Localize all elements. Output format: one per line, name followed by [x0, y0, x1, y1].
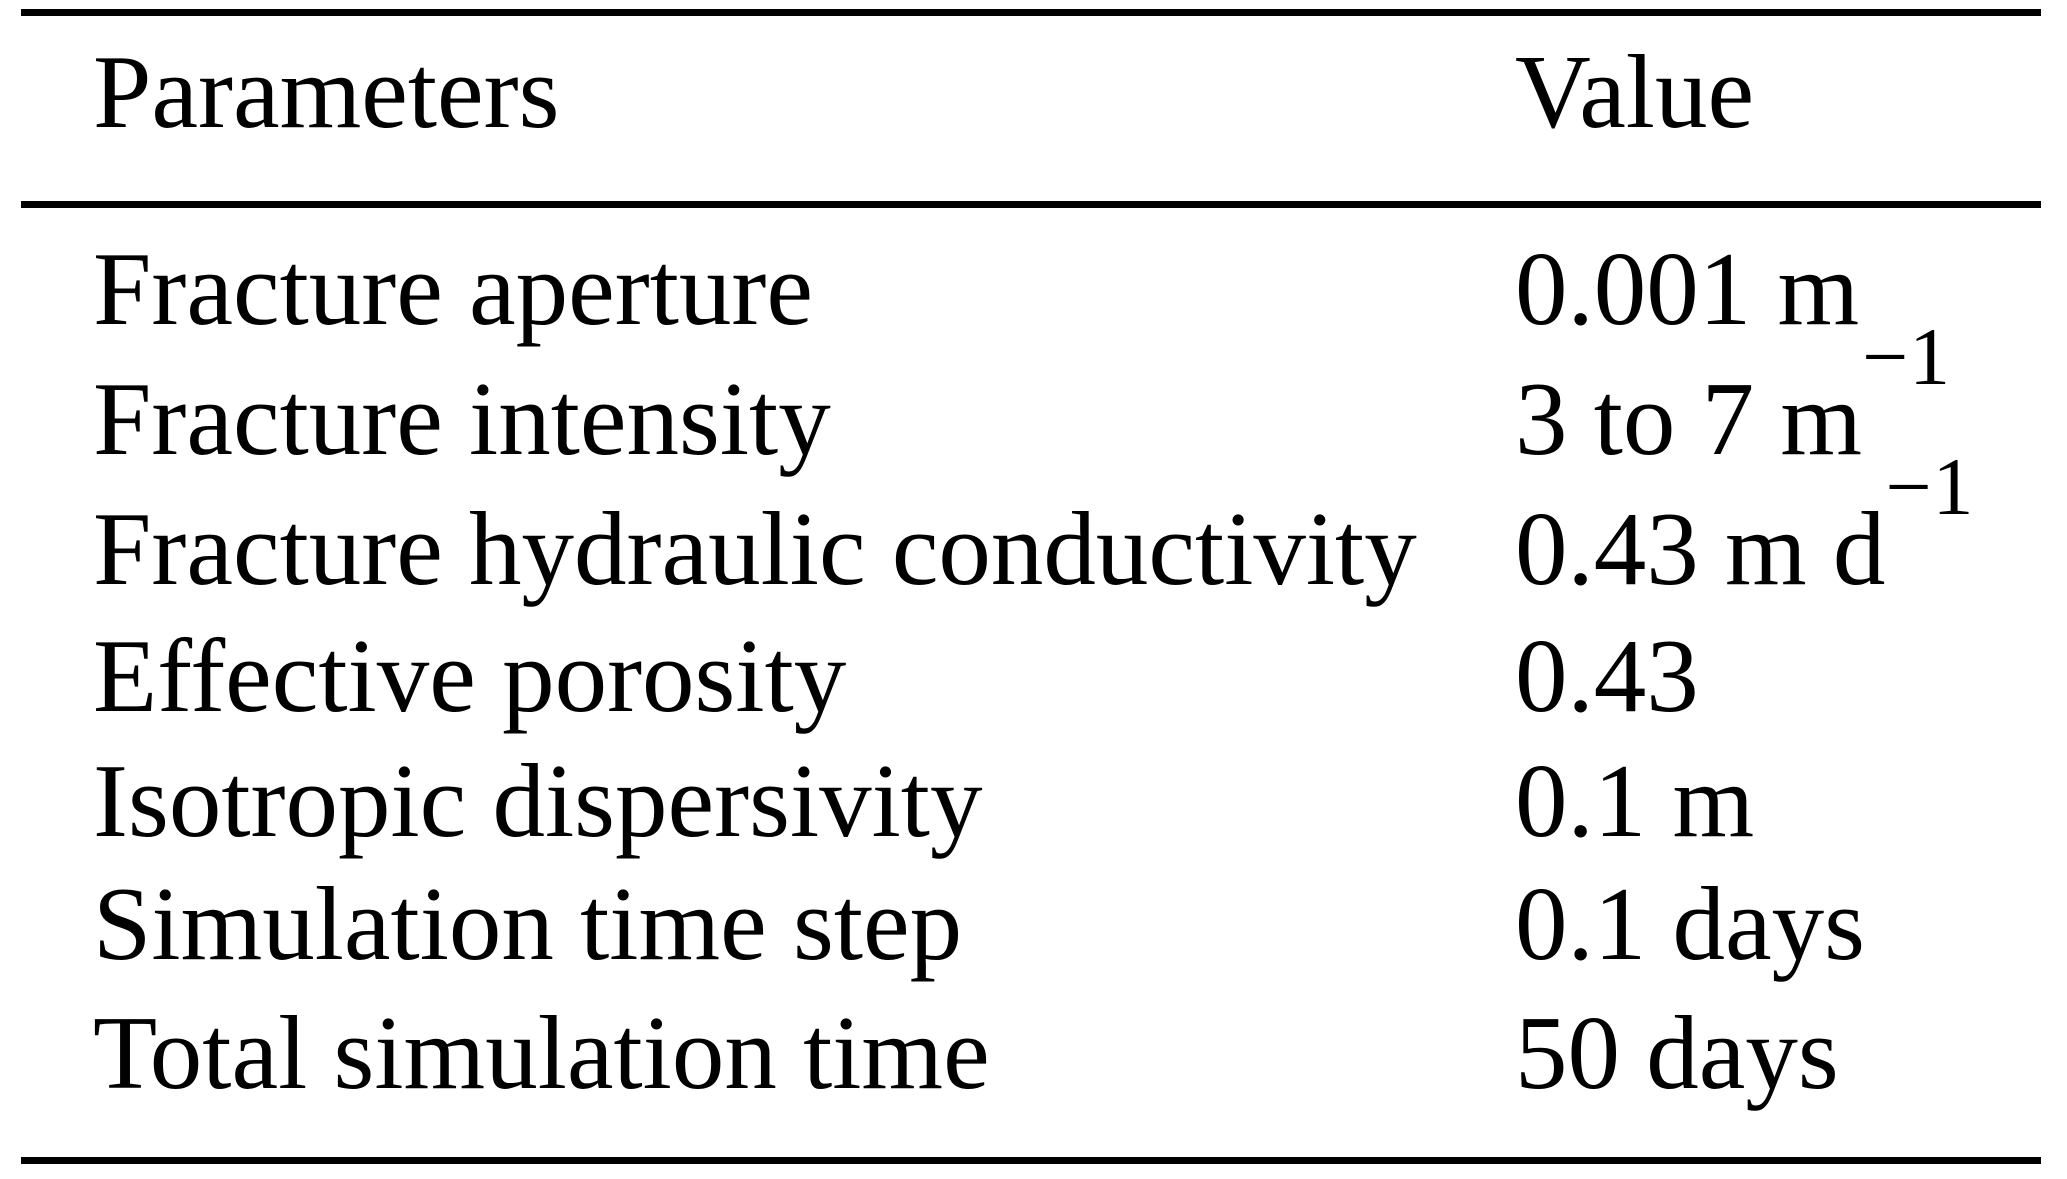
table-row-value: 0.43	[1515, 617, 1699, 734]
table-row-param: Effective porosity	[93, 617, 847, 734]
table-row-value: 50 days	[1515, 994, 1839, 1111]
table-row-param: Fracture hydraulic conductivity	[93, 490, 1417, 607]
table-row-param: Fracture aperture	[93, 230, 813, 347]
table-row-value: 0.1 days	[1515, 865, 1865, 982]
table-row-value: 0.43 m d−1	[1515, 445, 1974, 601]
table-row-value: 3 to 7 m−1	[1515, 315, 1951, 471]
value-base: 3 to 7 m	[1515, 360, 1863, 477]
top-rule	[21, 9, 2041, 16]
value-base: 0.43 m d	[1515, 490, 1886, 607]
table-row-param: Fracture intensity	[93, 360, 831, 477]
value-exponent: −1	[1885, 440, 1975, 532]
table-row-param: Total simulation time	[93, 994, 990, 1111]
table-row-value: 0.1 m	[1515, 742, 1755, 859]
column-header-parameters: Parameters	[93, 33, 560, 150]
table-row-param: Isotropic dispersivity	[93, 742, 983, 859]
column-header-value: Value	[1515, 33, 1755, 150]
value-exponent: −1	[1862, 310, 1951, 402]
table-row-value: 0.001 m	[1515, 230, 1860, 347]
table-row-param: Simulation time step	[93, 865, 963, 982]
bottom-rule	[21, 1157, 2041, 1164]
header-rule	[21, 201, 2041, 208]
